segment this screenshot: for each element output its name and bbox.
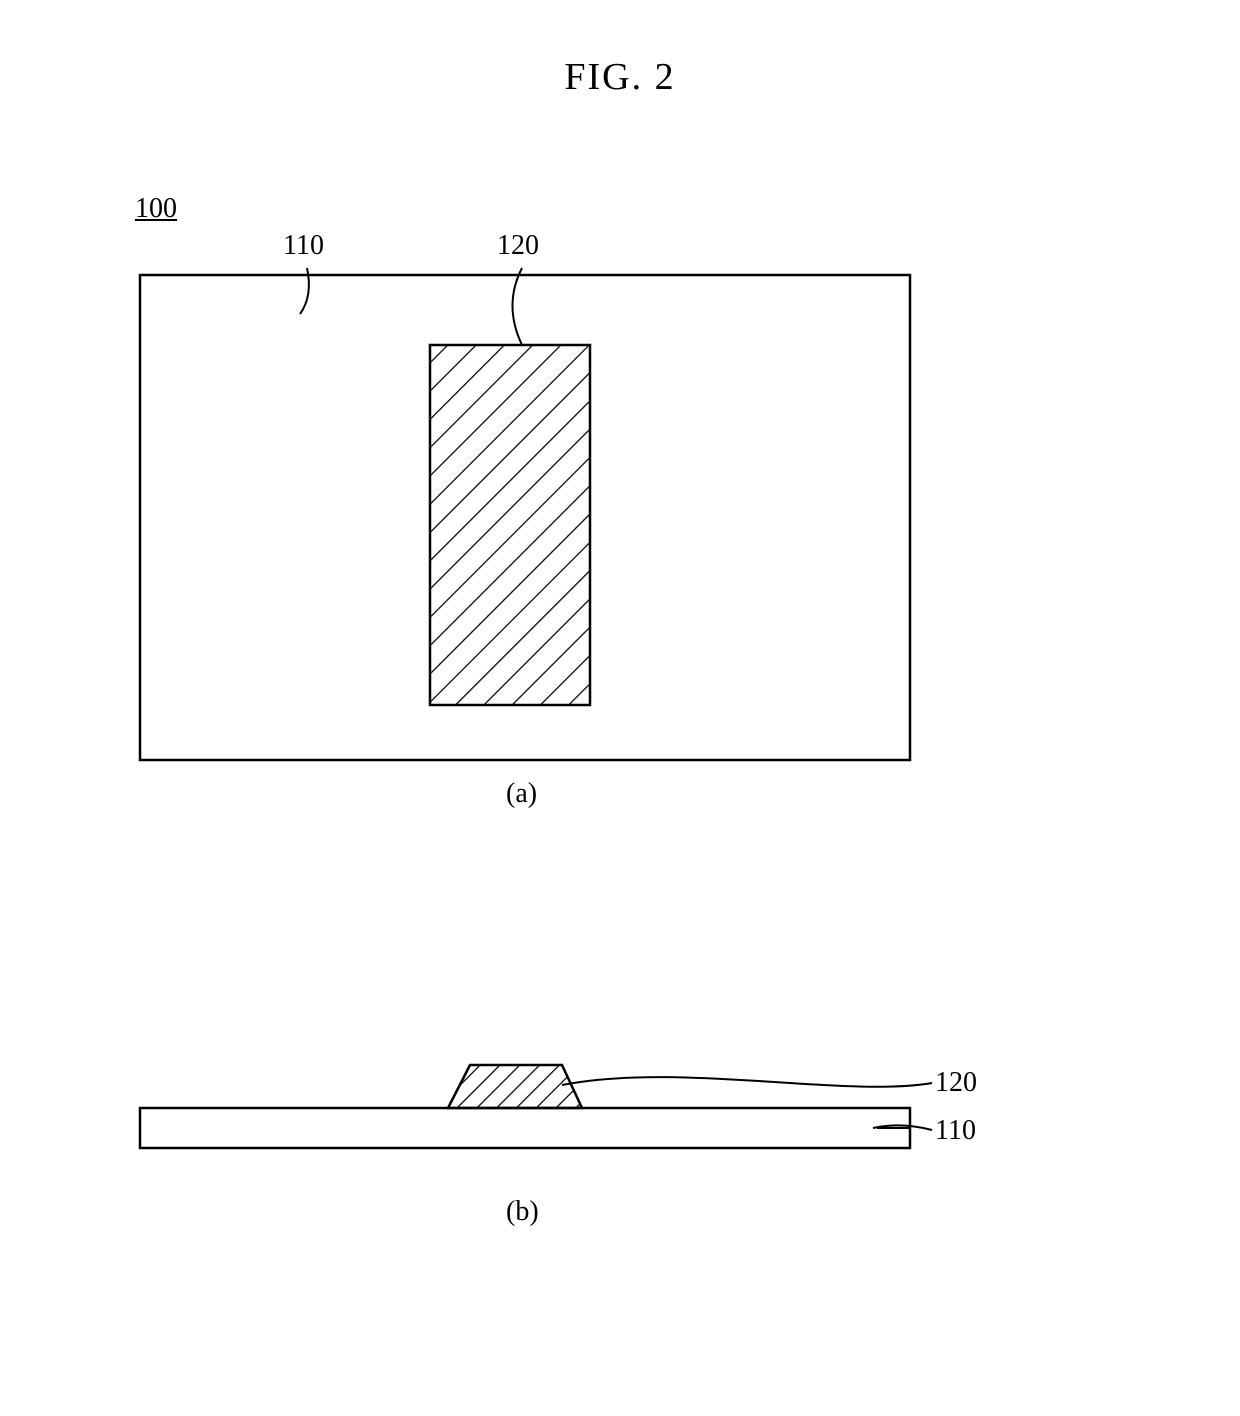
- leader-120-b: [562, 1077, 932, 1087]
- panel-b-component-120: [448, 1065, 582, 1108]
- leader-120-a: [513, 268, 523, 345]
- panel-b-substrate-110: [140, 1108, 910, 1148]
- diagram-svg: [0, 0, 1240, 1416]
- panel-a-component-120: [430, 345, 590, 705]
